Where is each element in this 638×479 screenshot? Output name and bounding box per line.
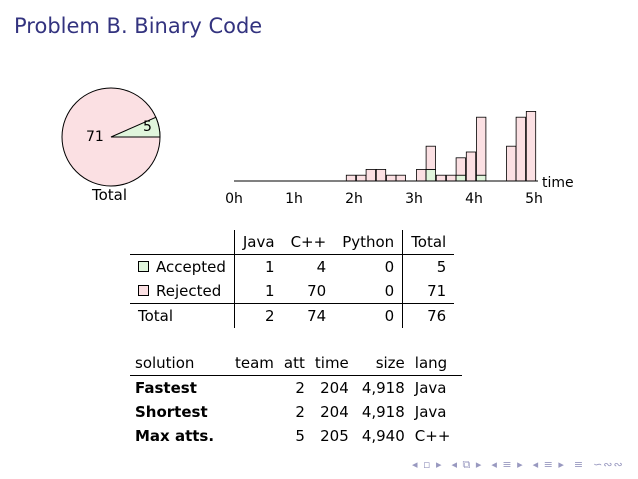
bar-rejected <box>375 168 387 182</box>
bar-rejected <box>465 151 477 182</box>
bar-rejected <box>395 174 406 182</box>
solutions-table: solution team att time size lang Fastest… <box>130 351 462 448</box>
solution-lang: Java <box>414 403 447 421</box>
x-tick-label: 5h <box>525 191 543 207</box>
stats-cell: 1 <box>234 254 283 279</box>
stats-row-accepted: Accepted 1 4 0 5 <box>130 254 455 279</box>
x-tick-label: 4h <box>465 191 483 207</box>
solution-row-fastest: Fastest 2 204 4,918 Java <box>130 376 462 401</box>
stats-row-rejected: Rejected 1 70 0 71 <box>130 279 454 304</box>
solution-row-max-atts: Max atts. 5 205 4,940 C++ <box>130 424 462 448</box>
beamer-navigation-icons[interactable]: ◂ ▫ ▸ ◂ ⧉ ▸ ◂ ≡ ▸ ◂ ≡ ▸ ≡ ∽∾∾ <box>412 458 624 471</box>
stats-row-total: Total 2 74 0 76 <box>130 303 455 328</box>
stats-cell: 4 <box>282 254 335 279</box>
bar-rejected <box>386 174 397 182</box>
solution-time: 204 <box>320 403 349 421</box>
stats-cell: 76 <box>402 303 455 328</box>
bar-rejected <box>345 174 357 182</box>
stats-table: Java C++ Python Total Accepted 1 4 0 5 R… <box>130 230 455 328</box>
x-tick-label: 0h <box>225 191 243 207</box>
stats-corner <box>130 230 235 255</box>
slide-title: Problem B. Binary Code <box>14 14 263 38</box>
bar-accepted <box>455 174 466 182</box>
bar-rejected <box>446 174 457 182</box>
rejected-swatch <box>138 285 149 296</box>
solution-size: 4,918 <box>361 403 405 421</box>
stats-cell: 74 <box>282 303 335 328</box>
solution-time: 205 <box>320 427 349 445</box>
solution-time: 204 <box>320 379 349 397</box>
stats-col-header: C++ <box>290 233 327 251</box>
solutions-col-header: lang <box>409 351 462 376</box>
solution-label: Shortest <box>135 403 208 421</box>
bar-rejected <box>365 168 376 182</box>
solutions-col-header: att <box>278 351 310 376</box>
solution-lang: C++ <box>414 427 451 445</box>
solution-size: 4,940 <box>361 427 405 445</box>
solution-size: 4,918 <box>361 379 405 397</box>
solution-att: 5 <box>295 427 305 445</box>
x-tick-label: 2h <box>345 191 363 207</box>
bar-rejected <box>506 145 517 182</box>
accepted-swatch <box>138 261 149 272</box>
solution-label: Fastest <box>135 379 197 397</box>
solution-att: 2 <box>295 403 305 421</box>
solution-row-shortest: Shortest 2 204 4,918 Java <box>130 400 462 424</box>
stats-cell: 71 <box>427 282 447 300</box>
bar-rejected <box>435 174 447 182</box>
stats-cell: 1 <box>265 282 275 300</box>
bar-accepted <box>425 168 436 182</box>
pie-label-rejected: 71 <box>86 129 104 145</box>
solution-att: 2 <box>295 379 305 397</box>
solution-team <box>230 376 279 401</box>
solutions-col-header: time <box>309 351 354 376</box>
stats-cell: 70 <box>307 282 327 300</box>
bar-rejected <box>425 145 436 170</box>
solutions-col-header: solution <box>130 351 230 376</box>
stats-cell: 0 <box>334 279 404 304</box>
stats-cell: 2 <box>234 303 283 328</box>
bar-rejected <box>515 116 526 182</box>
bar-rejected <box>455 157 466 176</box>
bar-accepted <box>476 174 487 182</box>
pie-caption: Total <box>92 186 128 204</box>
stats-row-label: Total <box>130 303 235 328</box>
bar-rejected <box>356 174 367 182</box>
x-axis-label: time <box>542 175 574 191</box>
stats-col-header: Python <box>334 230 404 255</box>
stats-col-header: Java <box>242 233 275 251</box>
bar-rejected <box>476 116 487 176</box>
stats-row-label: Accepted <box>130 254 235 279</box>
pie-chart: 71 5 <box>61 87 161 187</box>
stats-row-label: Rejected <box>130 279 235 304</box>
bar-rejected <box>416 168 427 182</box>
pie-slice-accepted <box>110 116 161 138</box>
x-tick-label: 3h <box>405 191 423 207</box>
stats-cell: 0 <box>334 303 404 328</box>
solution-team <box>230 400 279 424</box>
solutions-col-header: team <box>230 351 279 376</box>
stats-cell: 5 <box>402 254 455 279</box>
solution-label: Max atts. <box>135 427 215 445</box>
x-tick-label: 1h <box>285 191 303 207</box>
histogram: 0h 1h 2h 3h 4h 5h time <box>225 111 574 207</box>
solution-team <box>230 424 279 448</box>
solutions-col-header: size <box>353 351 410 376</box>
bar-rejected <box>525 111 537 182</box>
solution-lang: Java <box>414 379 447 397</box>
stats-col-header: Total <box>411 233 447 251</box>
pie-label-accepted: 5 <box>143 119 152 135</box>
stats-cell: 0 <box>334 254 404 279</box>
